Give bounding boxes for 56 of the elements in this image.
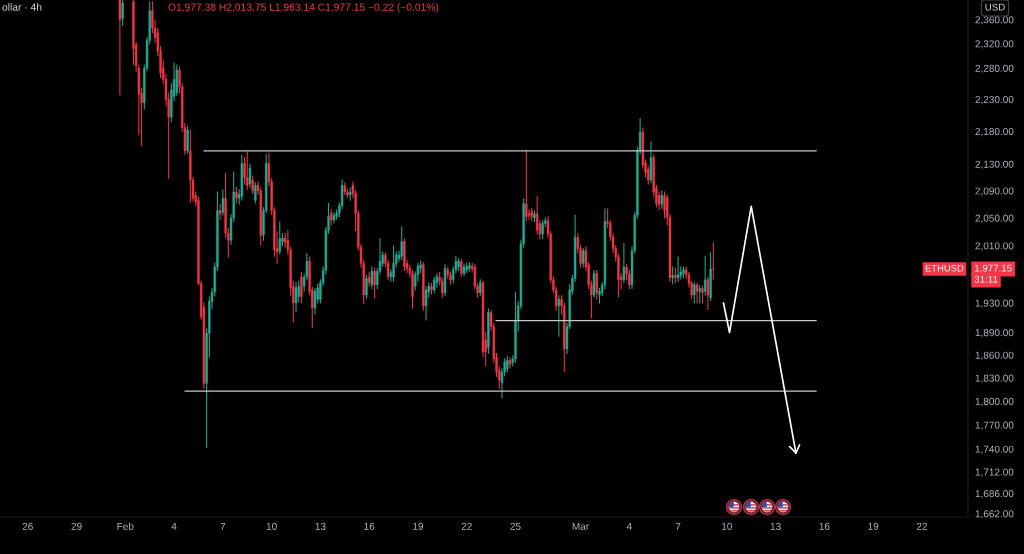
y-axis-title: USD bbox=[985, 3, 1005, 11]
y-tick-label: 2,090.00 bbox=[975, 187, 1014, 196]
chart-title: ollar · 4h bbox=[2, 3, 42, 11]
x-tick-label: 25 bbox=[510, 522, 521, 530]
candlestick bbox=[246, 151, 249, 190]
x-tick-label: 26 bbox=[22, 522, 33, 530]
y-tick-label: 1,860.00 bbox=[975, 351, 1014, 360]
text: 1,977.15 bbox=[974, 264, 1012, 273]
y-tick-label: 2,010.00 bbox=[975, 242, 1014, 251]
x-tick-label: 10 bbox=[722, 522, 733, 530]
x-tick-label: 13 bbox=[770, 522, 781, 530]
x-tick-label: 10 bbox=[266, 522, 277, 530]
x-tick-label: 13 bbox=[315, 522, 326, 530]
x-tick-label: Mar bbox=[572, 522, 589, 530]
x-tick-label: 19 bbox=[868, 522, 879, 530]
y-tick-label: 2,180.00 bbox=[975, 127, 1014, 137]
x-tick-label: 29 bbox=[71, 522, 82, 530]
y-tick-label: 1,770.00 bbox=[975, 421, 1014, 430]
text: 31:11 bbox=[974, 275, 998, 283]
candlestick bbox=[175, 64, 178, 97]
x-tick-label: 16 bbox=[819, 522, 830, 530]
x-tick-label: 7 bbox=[675, 522, 681, 530]
y-tick-label: 1,712.00 bbox=[975, 468, 1014, 477]
y-tick-label: 1,740.00 bbox=[975, 445, 1014, 454]
x-tick-label: 7 bbox=[220, 522, 226, 530]
annotation: ETHUSD bbox=[925, 264, 964, 272]
candlestick bbox=[582, 248, 585, 268]
y-tick-label: 1,686.00 bbox=[975, 490, 1014, 499]
y-tick-label: 2,230.00 bbox=[975, 96, 1014, 105]
x-tick-label: 4 bbox=[626, 522, 632, 530]
y-tick-label: 1,930.00 bbox=[975, 299, 1014, 308]
x-tick-label: 22 bbox=[916, 522, 927, 530]
y-tick-label: 2,130.00 bbox=[975, 160, 1014, 169]
y-tick-label: 1,800.00 bbox=[975, 397, 1014, 407]
x-tick-label: 4 bbox=[171, 522, 177, 530]
x-tick-label: 16 bbox=[364, 522, 375, 530]
x-tick-label: Feb bbox=[117, 522, 134, 530]
candlestick bbox=[541, 220, 544, 240]
y-tick-label: 2,320.00 bbox=[975, 40, 1014, 49]
y-tick-label: 1,662.00 bbox=[975, 510, 1014, 519]
y-tick-label: 2,050.00 bbox=[975, 214, 1014, 223]
y-tick-label: 1,830.00 bbox=[975, 374, 1014, 383]
x-tick-label: 22 bbox=[461, 522, 472, 530]
candlestick bbox=[704, 255, 707, 296]
candlestick bbox=[424, 286, 428, 321]
x-tick-label: 19 bbox=[413, 522, 424, 530]
candlestick bbox=[373, 267, 376, 299]
candlestick bbox=[525, 149, 528, 222]
chart-subtitle: O1,977.38 H2,013.75 L1,963.14 C1,977.15 −0.22 (−0.01%) bbox=[168, 3, 439, 13]
candlestick bbox=[400, 226, 403, 261]
y-tick-label: 2,280.00 bbox=[975, 64, 1014, 74]
candlestick bbox=[712, 242, 715, 280]
y-tick-label: 1,890.00 bbox=[975, 329, 1014, 338]
candlestick bbox=[595, 269, 598, 300]
y-tick-label: 2,360.00 bbox=[975, 16, 1014, 25]
candlestick bbox=[536, 196, 539, 235]
